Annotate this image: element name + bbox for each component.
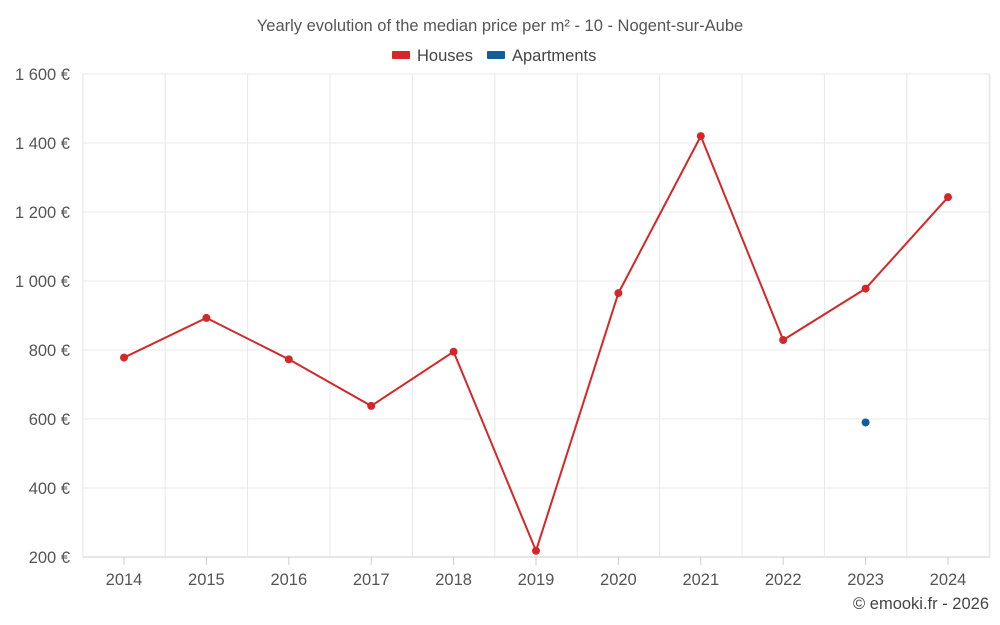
data-point-houses-2021[interactable] <box>696 132 705 141</box>
y-tick-label: 600 € <box>29 411 70 429</box>
data-point-houses-2022[interactable] <box>779 335 788 344</box>
data-point-houses-2017[interactable] <box>367 401 376 410</box>
data-point-houses-2014[interactable] <box>120 353 128 362</box>
x-tick-label: 2014 <box>106 571 143 589</box>
legend-label-houses: Houses <box>417 47 473 65</box>
y-tick-label: 400 € <box>29 480 70 498</box>
x-tick-label: 2015 <box>188 571 225 589</box>
x-tick-label: 2016 <box>270 571 307 589</box>
series <box>120 132 952 555</box>
chart-title: Yearly evolution of the median price per… <box>257 17 743 35</box>
legend-swatch-houses <box>392 51 410 59</box>
y-axis-ticks: 200 € 400 € 600 € 800 € 1 000 € 1 200 € 1 400 … <box>15 66 70 567</box>
data-point-houses-2018[interactable] <box>449 347 458 356</box>
legend-swatch-apartments <box>487 51 505 59</box>
y-tick-label: 200 € <box>29 549 70 567</box>
legend-item-houses[interactable]: Houses <box>392 47 473 65</box>
data-point-houses-2024[interactable] <box>944 193 952 202</box>
x-tick-label: 2021 <box>682 571 719 589</box>
legend-label-apartments: Apartments <box>512 47 596 65</box>
y-tick-label: 1 000 € <box>15 273 70 291</box>
data-point-houses-2020[interactable] <box>614 289 623 298</box>
data-point-houses-2023[interactable] <box>861 284 870 293</box>
x-tick-label: 2020 <box>600 571 637 589</box>
x-tick-label: 2022 <box>765 571 802 589</box>
data-point-houses-2016[interactable] <box>284 355 293 364</box>
y-tick-label: 1 400 € <box>15 135 70 153</box>
x-tick-label: 2019 <box>518 571 555 589</box>
y-tick-label: 1 200 € <box>15 204 70 222</box>
credit: © emooki.fr - 2026 <box>853 595 989 613</box>
y-tick-label: 1 600 € <box>15 66 70 84</box>
data-point-houses-2019[interactable] <box>532 546 540 555</box>
gridlines <box>82 73 991 558</box>
x-tick-label: 2017 <box>353 571 390 589</box>
y-tick-label: 800 € <box>29 342 70 360</box>
x-tick-label: 2024 <box>930 571 967 589</box>
legend-item-apartments[interactable]: Apartments <box>487 47 596 65</box>
x-axis-ticks: 2014 2015 2016 2017 2018 2019 2020 2021 2022 2023… <box>106 557 967 589</box>
x-tick-label: 2023 <box>847 571 884 589</box>
data-point-houses-2015[interactable] <box>202 313 211 322</box>
legend: Houses Apartments <box>392 47 596 65</box>
data-point-apartments-2023[interactable] <box>861 418 870 427</box>
x-tick-label: 2018 <box>435 571 472 589</box>
